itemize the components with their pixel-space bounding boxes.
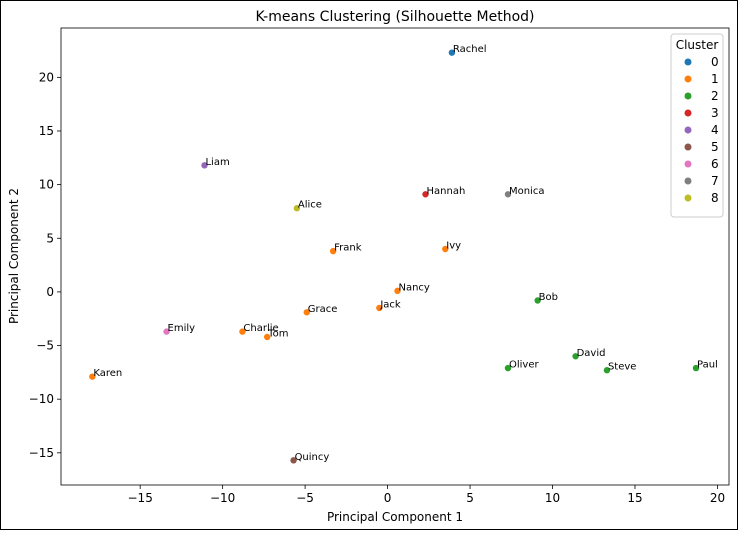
data-point-emily (163, 328, 170, 335)
legend-label-2: 2 (711, 89, 719, 103)
point-label-alice: Alice (298, 200, 322, 211)
y-tick-label: 5 (46, 231, 54, 245)
x-axis: −15 −10 −5 0 5 10 15 20 (128, 485, 725, 505)
point-label-grace: Grace (308, 304, 338, 315)
point-label-emily: Emily (168, 323, 196, 334)
y-tick-label: −5 (36, 339, 54, 353)
point-label-tom: Tom (267, 328, 288, 339)
point-label-liam: Liam (205, 157, 229, 168)
point-label-steve: Steve (608, 362, 637, 373)
legend-marker-6 (684, 160, 692, 168)
x-tick-label: 10 (545, 491, 560, 505)
point-label-jack: Jack (379, 299, 401, 310)
data-point-oliver (504, 364, 512, 372)
legend-marker-2 (684, 92, 692, 100)
point-label-quincy: Quincy (295, 452, 330, 463)
legend-marker-0 (684, 58, 692, 66)
point-label-hannah: Hannah (427, 186, 466, 197)
data-point-bob (534, 297, 541, 304)
x-tick-label: −10 (210, 491, 235, 505)
point-label-david: David (577, 348, 606, 359)
legend-label-8: 8 (711, 191, 719, 205)
y-tick-label: −15 (29, 446, 54, 460)
data-point-alice (293, 205, 301, 212)
legend-label-5: 5 (711, 140, 719, 154)
y-tick-label: 10 (39, 178, 54, 192)
point-label-karen: Karen (93, 368, 122, 379)
legend-marker-8 (684, 194, 692, 202)
data-point-karen (89, 373, 96, 380)
x-tick-label: −15 (128, 491, 153, 505)
data-point-jack (376, 304, 383, 312)
chart-title: K-means Clustering (Silhouette Method) (255, 9, 534, 25)
y-tick-label: −10 (29, 392, 54, 406)
data-point-paul (692, 364, 700, 372)
data-point-quincy (290, 457, 297, 464)
data-point-grace (303, 309, 310, 316)
legend-marker-3 (684, 109, 692, 117)
data-point-charlie (239, 328, 246, 335)
point-label-rachel: Rachel (453, 44, 487, 55)
data-point-ivy (442, 245, 449, 253)
x-axis-label: Principal Component 1 (327, 510, 463, 524)
x-tick-label: −5 (296, 491, 314, 505)
legend-entries: 0 1 2 3 4 5 6 7 8 (684, 55, 719, 205)
legend-marker-1 (684, 75, 692, 83)
x-tick-label: 15 (627, 491, 642, 505)
legend: Cluster 0 1 2 3 4 5 6 7 8 (670, 33, 724, 218)
legend-label-0: 0 (711, 55, 719, 69)
point-label-nancy: Nancy (398, 282, 429, 293)
legend-label-6: 6 (711, 157, 719, 171)
legend-label-3: 3 (711, 106, 719, 120)
point-label-ivy: Ivy (446, 240, 461, 251)
data-point-hannah (422, 191, 429, 198)
data-point-nancy (394, 287, 401, 295)
x-tick-label: 20 (710, 491, 725, 505)
plot-area (60, 27, 730, 486)
y-axis: −15 −10 −5 0 5 10 15 20 (29, 70, 61, 460)
legend-marker-4 (684, 126, 692, 134)
y-tick-label: 0 (46, 285, 54, 299)
y-axis-label: Principal Component 2 (7, 188, 21, 324)
data-points: Rachel Liam Hannah Monica Alice Frank Ivy Nancy… (89, 44, 718, 464)
data-point-rachel (448, 49, 456, 56)
data-point-frank (329, 247, 337, 255)
legend-title: Cluster (676, 38, 719, 52)
data-point-david (572, 353, 579, 360)
data-point-tom (263, 333, 271, 341)
data-point-steve (603, 367, 611, 374)
point-label-monica: Monica (509, 186, 545, 197)
legend-marker-5 (684, 143, 692, 151)
legend-label-7: 7 (711, 174, 719, 188)
point-label-oliver: Oliver (509, 360, 539, 371)
legend-label-4: 4 (711, 123, 719, 137)
x-tick-label: 0 (384, 491, 392, 505)
legend-marker-7 (684, 177, 692, 185)
point-label-frank: Frank (334, 243, 362, 254)
x-tick-label: 5 (466, 491, 474, 505)
legend-label-1: 1 (711, 72, 719, 86)
y-tick-label: 20 (39, 70, 54, 84)
data-point-liam (201, 162, 208, 169)
y-tick-label: 15 (39, 124, 54, 138)
point-label-bob: Bob (539, 292, 558, 303)
point-label-charlie: Charlie (243, 323, 278, 334)
data-point-monica (504, 191, 512, 198)
point-label-paul: Paul (697, 360, 718, 371)
legend-box (670, 33, 724, 218)
